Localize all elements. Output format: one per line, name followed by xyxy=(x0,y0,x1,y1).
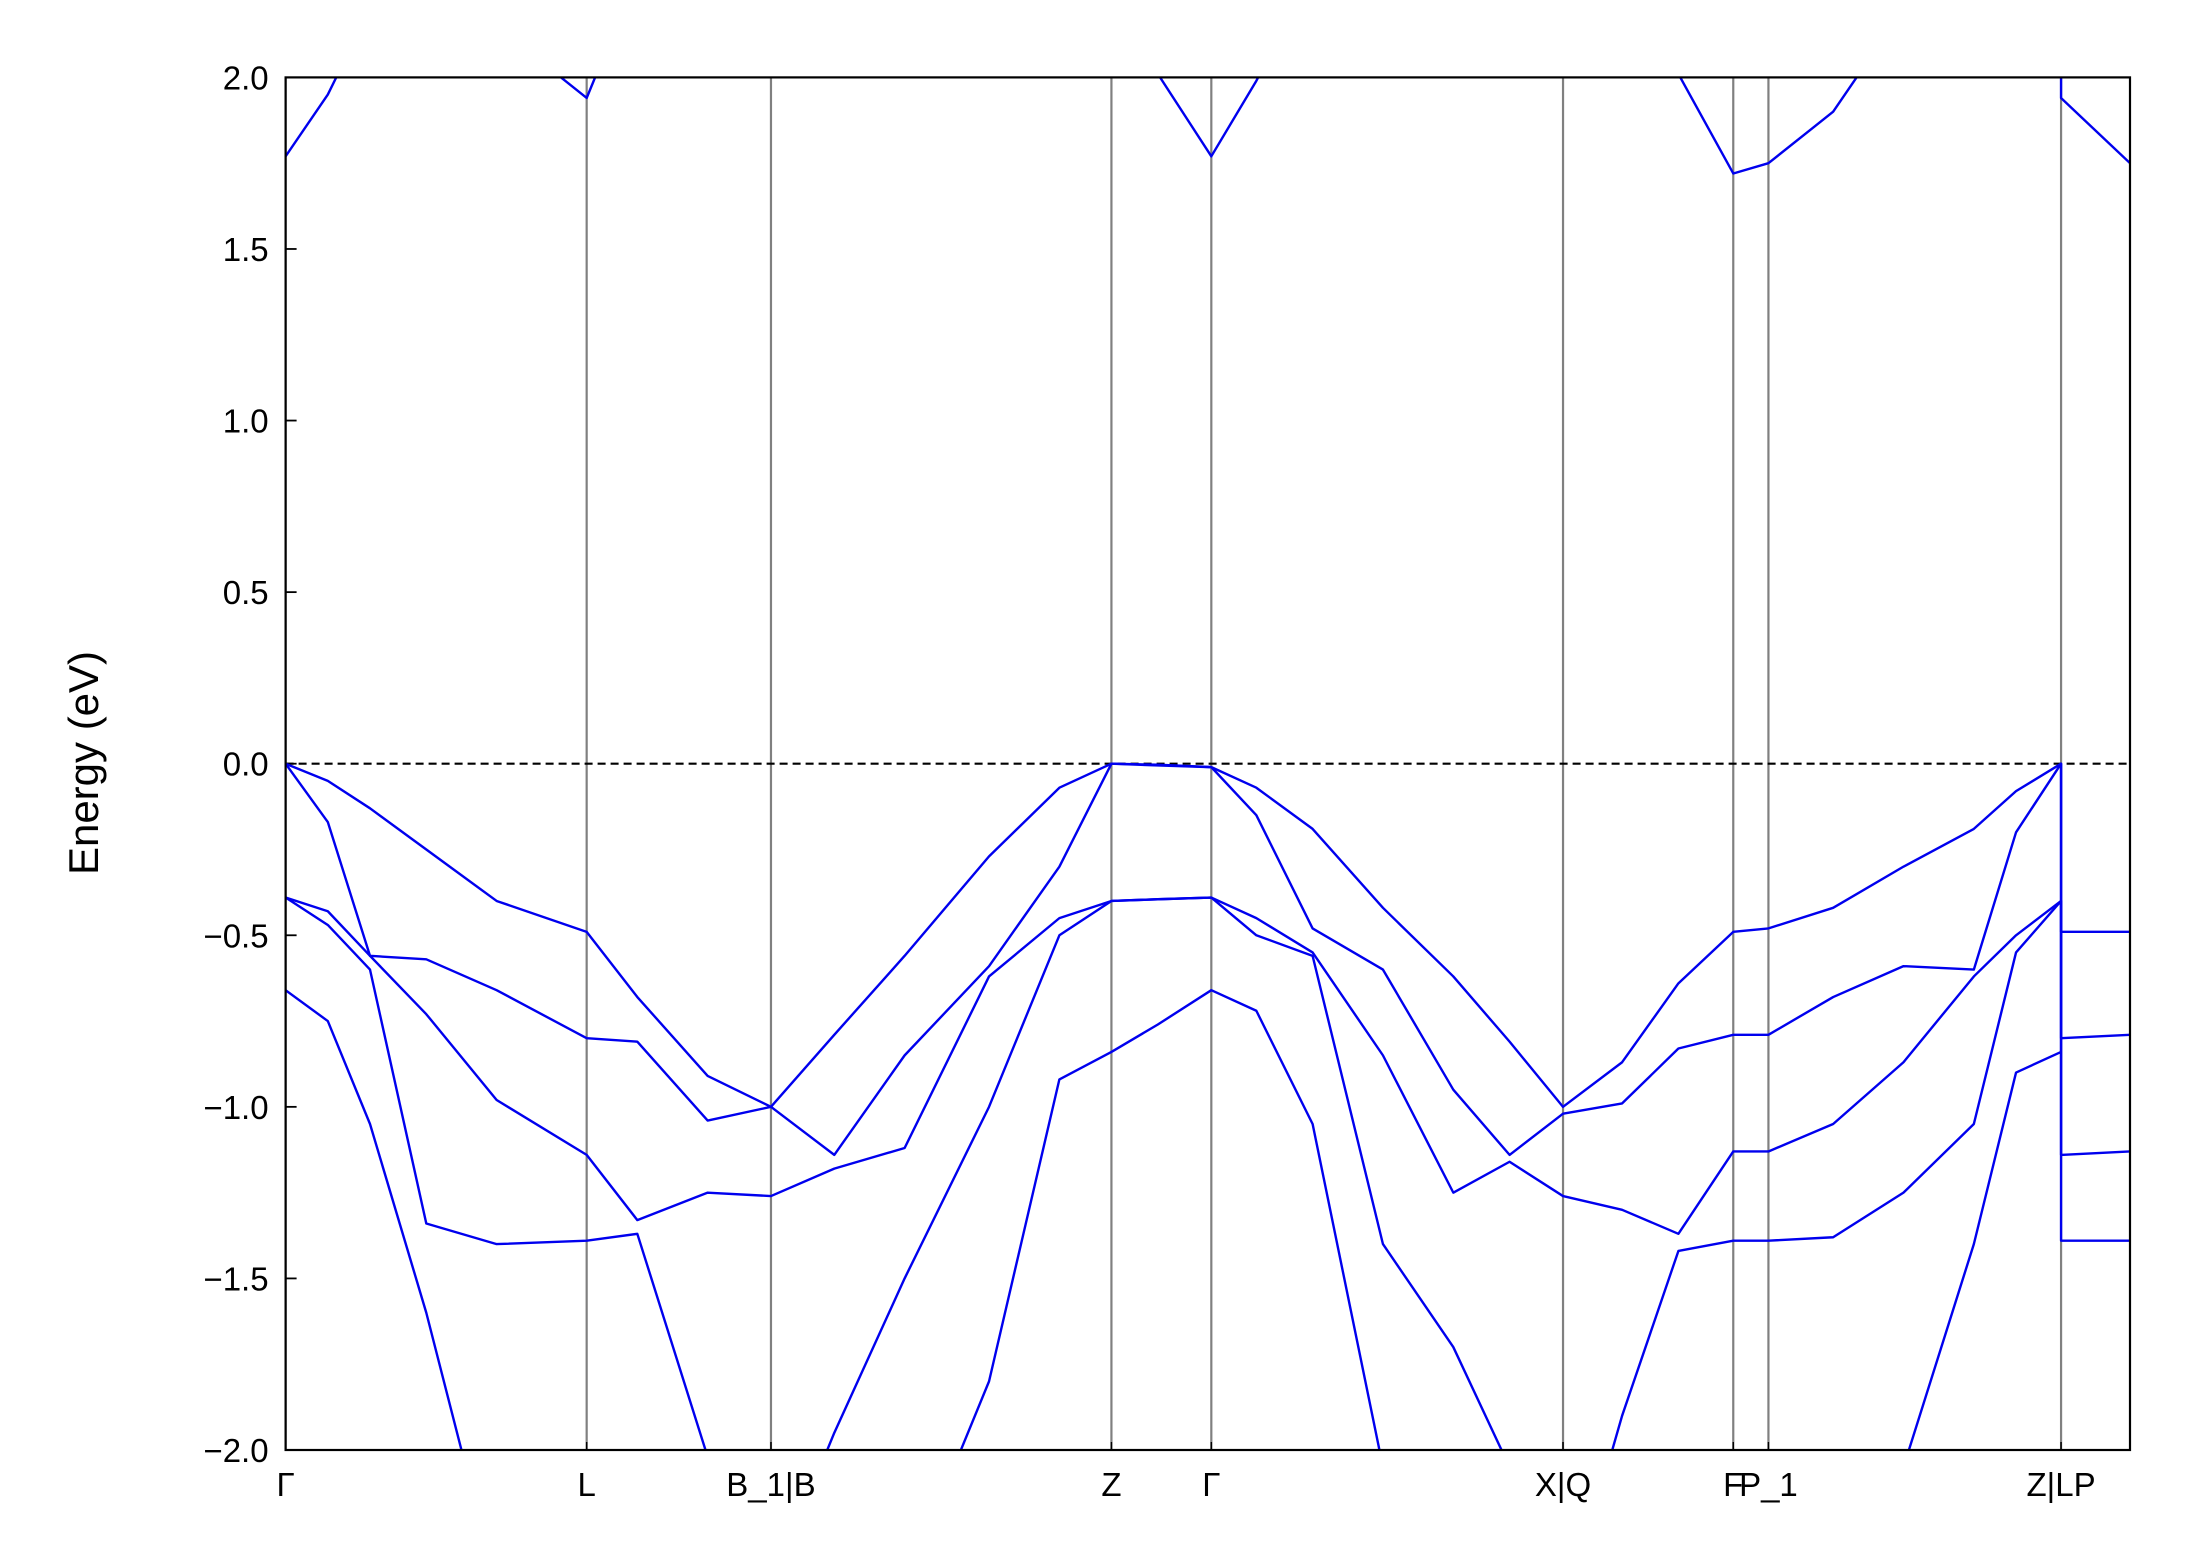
x-tick-label: Γ xyxy=(277,1466,295,1503)
band-line xyxy=(285,762,2131,1157)
plot-frame xyxy=(284,76,2132,1452)
y-tick-label: 0.0 xyxy=(223,746,269,783)
y-tick-label: 2.0 xyxy=(223,59,269,96)
y-axis-label: Energy (eV) xyxy=(60,651,107,875)
x-tick-label: X|Q xyxy=(1535,1466,1591,1503)
y-tick-label: 0.5 xyxy=(223,574,269,611)
band-line xyxy=(559,77,597,100)
band-line xyxy=(285,77,338,157)
x-tick-label: Z|LP xyxy=(2027,1466,2096,1503)
plot-area xyxy=(285,77,2131,1450)
band-line xyxy=(1678,77,1859,175)
y-tick-label: −1.0 xyxy=(203,1089,268,1126)
band-line xyxy=(285,989,463,1450)
x-tick-label: Γ xyxy=(1202,1466,1220,1503)
y-tick-label: 1.5 xyxy=(223,231,269,268)
y-tick-label: 1.0 xyxy=(223,403,269,440)
band-line xyxy=(285,896,2130,1450)
x-tick-label: F xyxy=(1723,1466,1743,1503)
y-tick-label: −1.5 xyxy=(203,1260,268,1297)
y-tick-label: −2.0 xyxy=(203,1432,268,1469)
x-tick-label: L xyxy=(577,1466,595,1503)
x-tick-label: P_1 xyxy=(1739,1466,1798,1503)
band-line xyxy=(959,988,1381,1450)
band-line xyxy=(285,762,2130,1109)
x-tick-label: B_1|B xyxy=(726,1466,815,1503)
x-tick-label: Z xyxy=(1101,1466,1121,1503)
band-line xyxy=(285,896,2131,1236)
band-line xyxy=(1907,1050,2062,1450)
y-tick-label: −0.5 xyxy=(203,917,268,954)
band-line xyxy=(1158,77,1260,158)
band-line xyxy=(2059,77,2131,165)
